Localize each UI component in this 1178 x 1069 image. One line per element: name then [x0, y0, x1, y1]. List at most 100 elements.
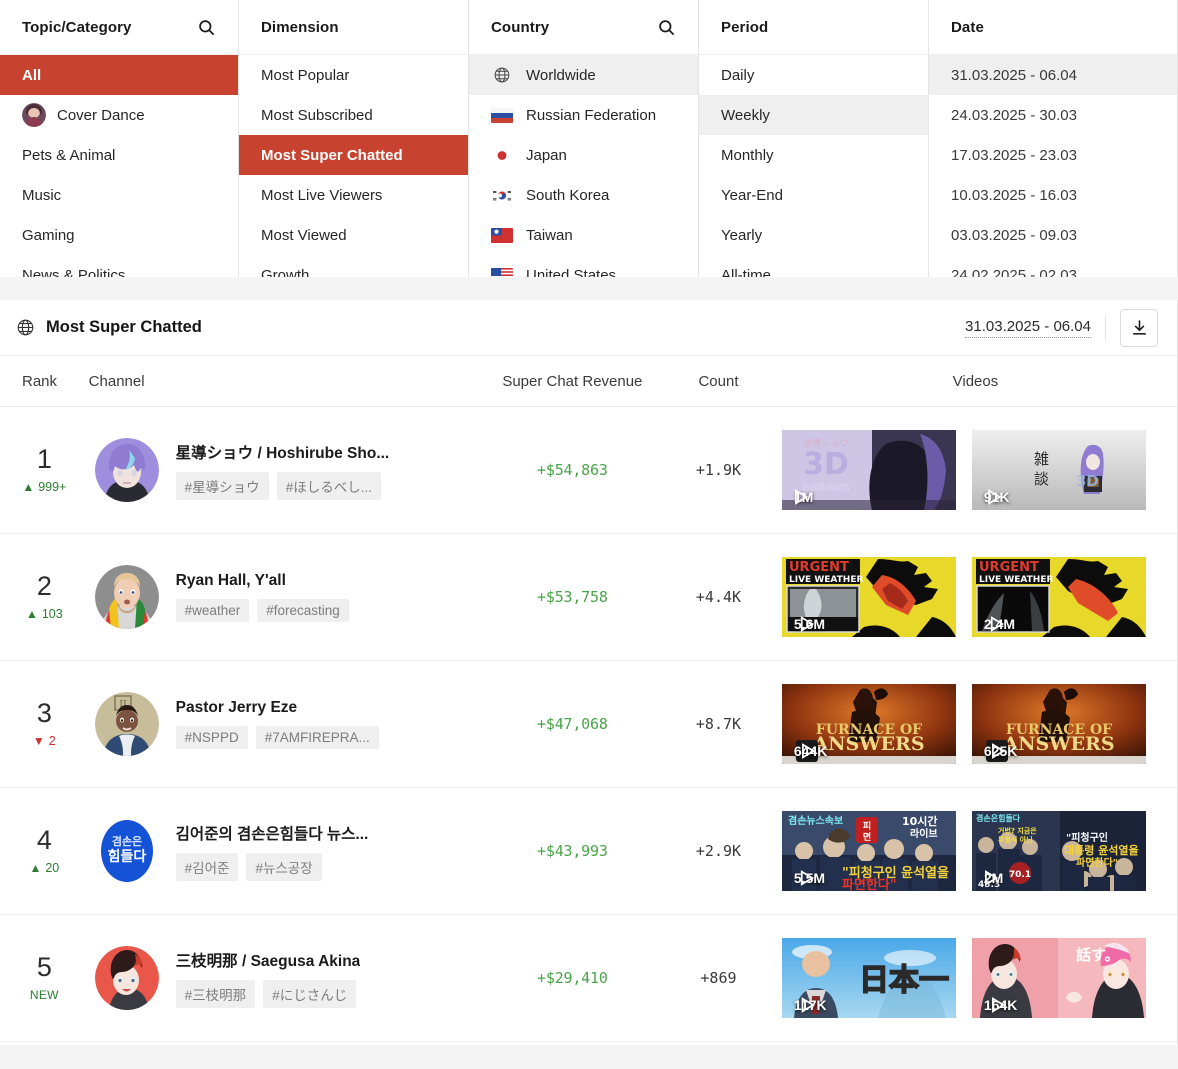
video-thumbnail[interactable]: URGENT LIVE WEATHER — [781, 557, 956, 637]
filter-item-dimension-most-live-viewers[interactable]: Most Live Viewers — [239, 175, 468, 215]
svg-text:LIVE WEATHER: LIVE WEATHER — [979, 575, 1053, 585]
view-count: 2M — [983, 870, 1004, 886]
channel-name[interactable]: 星導ショウ / Hoshirube Sho... — [175, 444, 390, 462]
svg-text:파면한다": 파면한다" — [1076, 856, 1118, 869]
videos-cell: URGENT LIVE WEATHER — [773, 533, 1177, 661]
column-header-channel[interactable]: Channel — [88, 356, 482, 407]
filter-item-topic-pets-animal[interactable]: Pets & Animal — [0, 135, 238, 175]
avatar[interactable]: IJ — [94, 692, 159, 756]
tag[interactable]: #weather — [175, 599, 250, 622]
avatar[interactable] — [94, 946, 159, 1010]
svg-text:파면한다": 파면한다" — [842, 877, 897, 891]
filter-item-dimension-most-popular[interactable]: Most Popular — [239, 55, 468, 95]
filter-list-dimension: Most Popular Most Subscribed Most Super … — [239, 55, 468, 277]
table-row[interactable]: 1 ▲ 999+ 星導ショウ / Hoshirube Sho... — [0, 406, 1177, 534]
video-thumbnail[interactable]: 겸손뉴스속보 10시간 라이브 피 면 "피청구인 윤석열을 파면한다" — [781, 811, 956, 891]
filter-column-date: Date 31.03.2025 - 06.04 24.03.2025 - 30.… — [929, 0, 1177, 277]
rank-number: 2 — [36, 571, 52, 601]
video-thumbnail[interactable]: URGENT LIVE WEATHER — [971, 557, 1146, 637]
video-thumbnail[interactable]: 話す。 164K — [971, 938, 1146, 1018]
filter-item-date-1[interactable]: 24.03.2025 - 30.03 — [929, 95, 1177, 135]
count-cell: +869 — [663, 914, 774, 1042]
filter-item-date-3[interactable]: 10.03.2025 - 16.03 — [929, 175, 1177, 215]
tag[interactable]: #にじさんじ — [263, 979, 357, 1008]
svg-text:IJ: IJ — [119, 700, 127, 710]
videos-cell: 겸손뉴스속보 10시간 라이브 피 면 "피청구인 윤석열을 파면한다" — [773, 787, 1177, 915]
divider — [1105, 314, 1106, 341]
filter-item-date-2[interactable]: 17.03.2025 - 23.03 — [929, 135, 1177, 175]
table-row[interactable]: 4 ▲ 20 겸손은 힘들다 김어준의 겸손은힘들다 뉴스... — [0, 787, 1177, 915]
filter-item-topic-all[interactable]: All — [0, 55, 238, 95]
flag-russia-icon — [491, 107, 513, 123]
tag[interactable]: #ほしるべし... — [276, 471, 381, 500]
globe-icon — [491, 67, 513, 83]
channel-name[interactable]: Ryan Hall, Y'all — [175, 572, 286, 589]
table-row[interactable]: 2 ▲ 103 Ryan Hall, Y'all # — [0, 533, 1177, 661]
filter-item-country-united-states[interactable]: United States — [469, 255, 698, 277]
svg-text:URGENT: URGENT — [979, 560, 1039, 575]
filter-item-country-south-korea[interactable]: South Korea — [469, 175, 698, 215]
filter-item-date-4[interactable]: 03.03.2025 - 09.03 — [929, 215, 1177, 255]
filter-item-topic-gaming[interactable]: Gaming — [0, 215, 238, 255]
filter-item-period-monthly[interactable]: Monthly — [699, 135, 928, 175]
filter-item-country-japan[interactable]: Japan — [469, 135, 698, 175]
view-count: 164K — [983, 997, 1018, 1013]
video-thumbnail[interactable]: FURNACE OF ANSWERS 625K — [971, 684, 1146, 764]
avatar[interactable] — [94, 438, 159, 502]
table-row[interactable]: 3 ▼ 2 IJ Pastor Jerry Eze # — [0, 660, 1177, 788]
filter-item-dimension-most-subscribed[interactable]: Most Subscribed — [239, 95, 468, 135]
column-header-count[interactable]: Count — [663, 356, 774, 407]
tag[interactable]: #뉴스공장 — [246, 852, 322, 881]
filter-item-period-yearly[interactable]: Yearly — [699, 215, 928, 255]
svg-text:"피청구인: "피청구인 — [1066, 831, 1108, 844]
download-icon — [1130, 318, 1149, 337]
filter-item-country-russian-federation[interactable]: Russian Federation — [469, 95, 698, 135]
filter-item-topic-music[interactable]: Music — [0, 175, 238, 215]
caret-up-icon: ▲ — [29, 861, 42, 875]
table-row[interactable]: 5 NEW 三枝明那 / Saegusa Akina #三枝明那 — [0, 914, 1177, 1042]
tag[interactable]: #forecasting — [257, 599, 349, 622]
filter-item-dimension-most-viewed[interactable]: Most Viewed — [239, 215, 468, 255]
channel-name[interactable]: 三枝明那 / Saegusa Akina — [175, 952, 361, 970]
date-range-picker[interactable]: 31.03.2025 - 06.04 — [965, 318, 1091, 338]
column-header-rank[interactable]: Rank — [0, 356, 89, 407]
channel-name[interactable]: 김어준의 겸손은힘들다 뉴스... — [175, 825, 369, 843]
tag[interactable]: #星導ショウ — [175, 471, 269, 500]
search-icon[interactable] — [657, 18, 676, 37]
search-icon[interactable] — [197, 18, 216, 37]
svg-text:거번? 지금은: 거번? 지금은 — [998, 826, 1037, 835]
filter-item-date-5[interactable]: 24.02.2025 - 02.03 — [929, 255, 1177, 278]
rank-delta-value: NEW — [29, 988, 59, 1002]
filter-item-period-weekly[interactable]: Weekly — [699, 95, 928, 135]
svg-text:LIVE WEATHER: LIVE WEATHER — [789, 575, 863, 585]
avatar[interactable] — [94, 565, 159, 629]
svg-text:雑: 雑 — [1034, 450, 1049, 468]
download-button[interactable] — [1120, 308, 1158, 347]
rank-delta-value: 2 — [48, 734, 56, 748]
filter-item-period-all-time[interactable]: All-time — [699, 255, 928, 278]
tag[interactable]: #NSPPD — [175, 726, 248, 749]
channel-name[interactable]: Pastor Jerry Eze — [175, 699, 298, 716]
filter-item-period-daily[interactable]: Daily — [699, 55, 928, 95]
video-thumbnail[interactable]: 日本一 117K — [781, 938, 956, 1018]
filter-item-country-worldwide[interactable]: Worldwide — [469, 55, 698, 95]
flag-south-korea-icon — [491, 187, 513, 203]
filter-item-dimension-most-super-chatted[interactable]: Most Super Chatted — [239, 135, 468, 175]
rank-delta: ▲ 999+ — [0, 480, 89, 494]
tag[interactable]: #김어준 — [175, 852, 239, 881]
tag[interactable]: #7AMFIREPRA... — [255, 726, 379, 749]
filter-item-date-0[interactable]: 31.03.2025 - 06.04 — [929, 55, 1177, 95]
tag[interactable]: #三枝明那 — [175, 979, 256, 1008]
filter-item-topic-news-politics[interactable]: News & Politics — [0, 255, 238, 278]
filter-item-label: All-time — [721, 266, 772, 278]
filter-item-dimension-growth[interactable]: Growth — [239, 255, 468, 278]
video-thumbnail[interactable]: 겸손은힘들다 거번? 지금은 무혐식 아닌 "피청구인 대통령 윤석열을 파면한… — [971, 811, 1146, 891]
filter-item-topic-cover-dance[interactable]: Cover Dance — [0, 95, 238, 135]
column-header-revenue[interactable]: Super Chat Revenue — [481, 356, 664, 407]
avatar[interactable]: 겸손은 힘들다 — [94, 819, 159, 883]
video-thumbnail[interactable]: FURNACE OF ANSWERS 644K — [781, 684, 956, 764]
filter-item-period-year-end[interactable]: Year-End — [699, 175, 928, 215]
filter-item-country-taiwan[interactable]: Taiwan — [469, 215, 698, 255]
video-thumbnail[interactable]: 雑 談 3D 91K — [971, 430, 1146, 510]
video-thumbnail[interactable]: 3D 星導ショウ お披露目配信 1M — [781, 430, 956, 510]
